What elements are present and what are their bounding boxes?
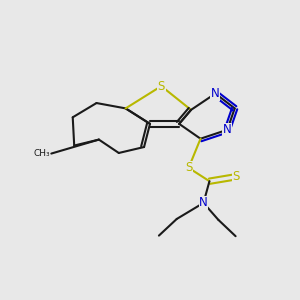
Text: N: N (211, 87, 220, 100)
Text: S: S (158, 80, 165, 93)
Text: S: S (232, 170, 240, 183)
Text: S: S (185, 161, 192, 174)
Text: CH₃: CH₃ (33, 149, 50, 158)
Text: N: N (223, 123, 232, 136)
Text: N: N (199, 196, 208, 209)
